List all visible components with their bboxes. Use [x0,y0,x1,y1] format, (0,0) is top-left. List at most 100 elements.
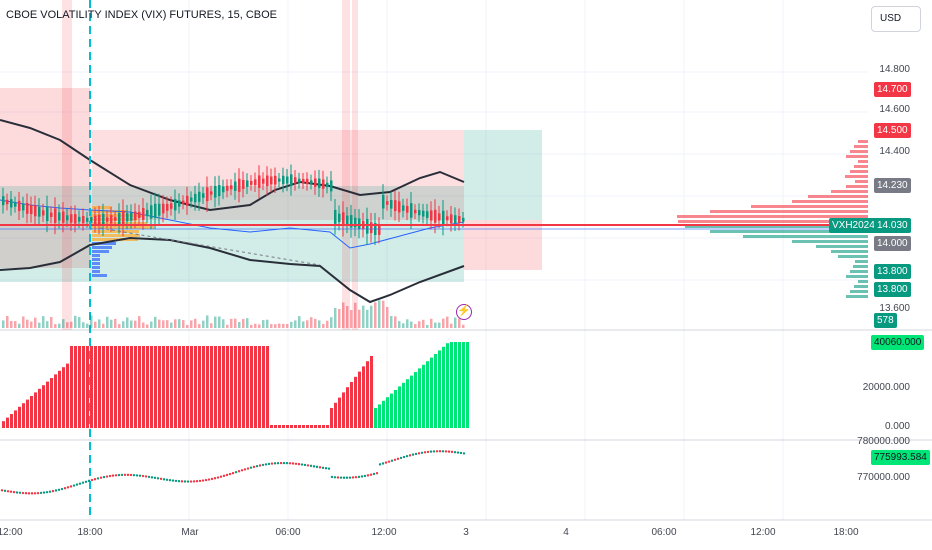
currency-button[interactable]: USD [871,6,921,32]
candle-body [366,219,369,234]
candle-body [270,176,273,185]
candle-body [118,212,121,225]
highlight-column [342,0,350,330]
indicator-dot [435,450,439,453]
indicator-dot [18,491,22,495]
indicator-dot [219,475,223,478]
volume-bar [258,324,261,328]
candle-body [18,200,21,211]
pane2-tick-0: 0.000 [884,421,910,432]
indicator-dot [267,462,271,466]
indicator-dot [330,475,334,479]
volume-bar [30,321,33,328]
indicator-dot [459,451,463,455]
volume-bar [218,316,221,328]
volume-bar [170,322,173,328]
indicator-dot [183,480,187,483]
volume-bar [418,321,421,328]
short-zone-left [0,88,90,268]
volume-bar [150,321,153,328]
indicator-dot [189,480,193,483]
volume-bar [394,316,397,328]
volume-profile-bar [92,250,109,253]
volume-bar [410,321,413,328]
candle-body [354,217,357,228]
candle-body [178,200,181,207]
histogram-bar [430,357,433,428]
indicator-dot [390,459,394,462]
indicator-dot [36,491,40,495]
histogram-bar [146,346,149,428]
histogram-bar [186,346,189,428]
indicator-dot [45,490,49,494]
candle-body [418,210,421,216]
histogram-bar [190,346,193,428]
candle-body [226,185,229,191]
candle-body [446,216,449,221]
candle-body [430,210,433,221]
candle-body [258,175,261,188]
indicator-dot [264,463,268,466]
volume-bar [174,319,177,328]
histogram-bar [22,403,25,428]
indicator-dot [396,457,400,461]
volume-bar [86,323,89,328]
indicator-dot [159,477,163,481]
candle-body [26,202,29,214]
candle-body [62,211,65,223]
volume-bar [110,319,113,328]
histogram-bar [154,346,157,428]
indicator-dot [3,489,7,493]
indicator-dot [192,480,196,483]
indicator-dot [108,474,112,478]
lightning-event-icon[interactable]: ⚡ [456,304,472,320]
volume-bar [146,324,149,328]
candle-body [234,181,237,191]
candle-body [30,205,33,215]
indicator-dot [198,479,202,483]
pane2-value-badge: 40060.000 [871,335,925,350]
volume-profile-bar [92,258,100,261]
indicator-dot [414,452,418,456]
candle-body [206,187,209,202]
volume-bar [102,323,105,328]
indicator-dot [99,476,103,479]
indicator-dot [369,473,373,476]
histogram-bar [402,382,405,428]
histogram-bar [210,346,213,428]
indicator-dot [120,473,124,477]
histogram-bar [450,342,453,428]
histogram-bar [294,425,297,428]
volume-bar [262,320,265,328]
histogram-bar [106,346,109,428]
indicator-dot [144,475,148,478]
candle-body [378,225,381,235]
indicator-dot [90,478,94,482]
histogram-bar [86,346,89,428]
volume-bar [310,317,313,328]
volume-bar [422,319,425,328]
indicator-dot [426,450,430,454]
volume-bar [322,323,325,328]
indicator-dot [378,463,382,466]
indicator-dot [147,475,151,479]
volume-bar [430,318,433,328]
candle-body [242,179,245,189]
volume-bar [290,321,293,328]
moving-average-line [0,199,465,249]
candle-body [330,180,333,192]
histogram-bar [374,408,377,428]
histogram-bar [122,346,125,428]
histogram-bar [94,346,97,428]
indicator-dot [273,462,277,465]
volume-bar [54,324,57,328]
indicator-dot [195,480,199,483]
volume-profile-bar-right [854,165,868,168]
candle-body [66,215,69,221]
volume-profile-bar [92,254,100,257]
indicator-dot [153,476,157,480]
histogram-bar [42,385,45,428]
histogram-bar [254,346,257,428]
candle-body [94,215,97,225]
